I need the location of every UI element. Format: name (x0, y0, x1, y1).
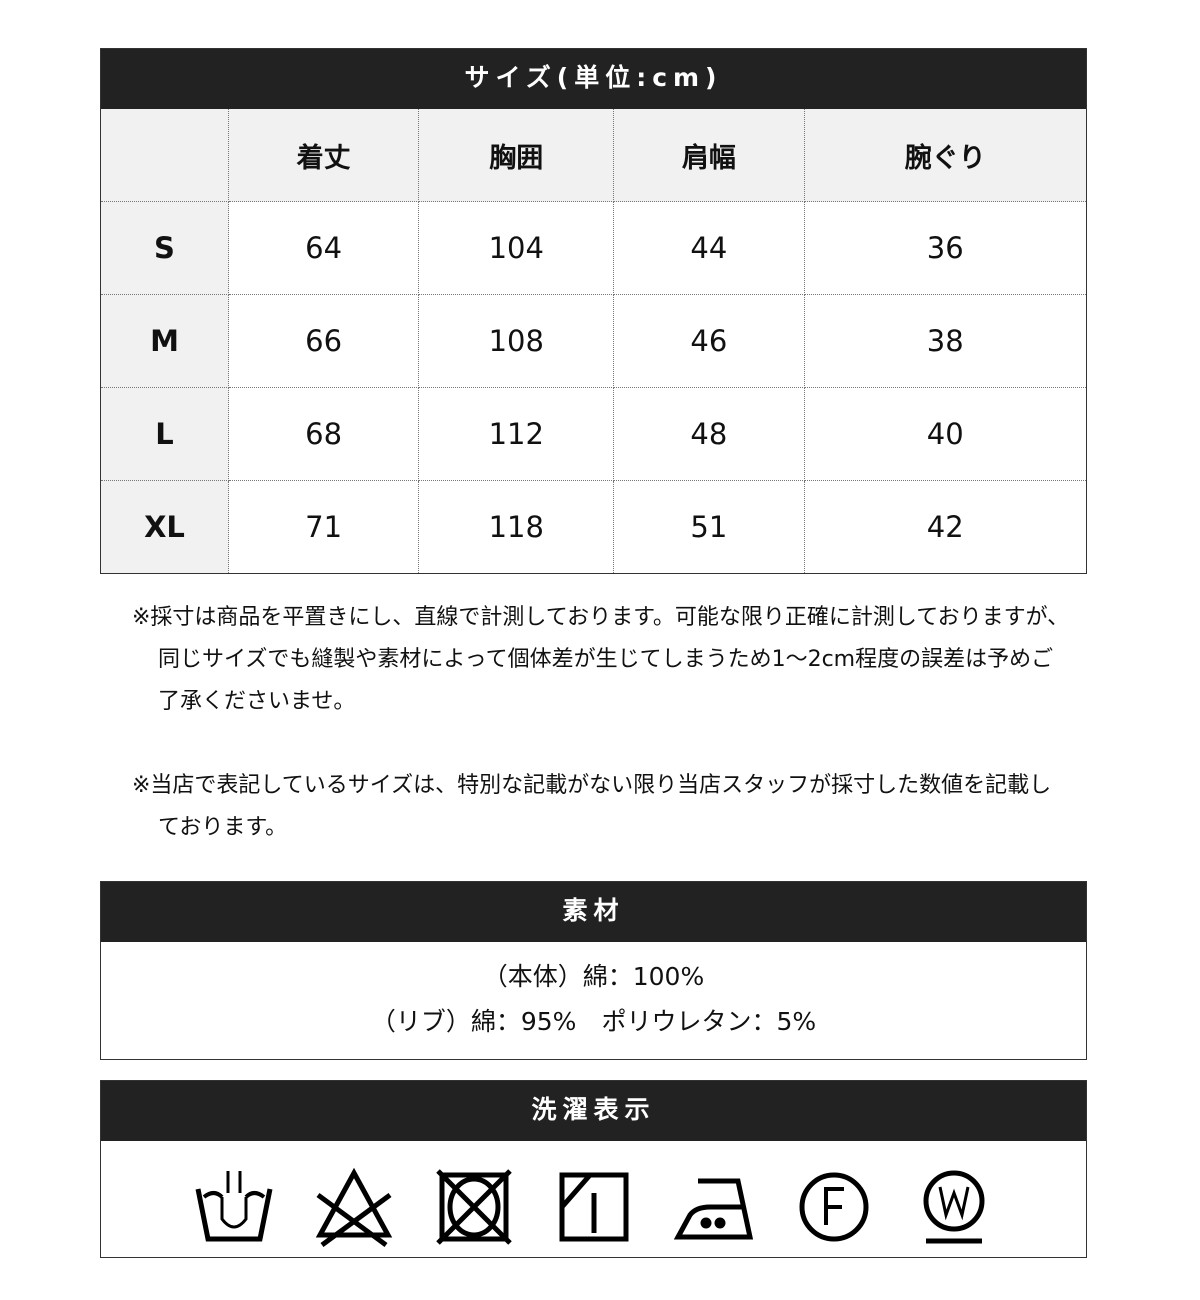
care-title: 洗濯表示 (101, 1081, 1086, 1141)
cell: 71 (227, 480, 420, 573)
table-row: M 66 108 46 38 (101, 294, 1086, 388)
note: ※当店で表記しているサイズは、特別な記載がない限り当店スタッフが採寸した数値を記… (132, 773, 1052, 840)
iron-medium-icon (673, 1178, 753, 1240)
column-header: 腕ぐり (803, 109, 1086, 202)
material-line: （リブ）綿：95% ポリウレタン：5% (370, 1007, 817, 1036)
size-table: サイズ(単位:cm) 着丈 胸囲 肩幅 腕ぐり S 64 104 44 36 M… (100, 48, 1087, 574)
notes: ※採寸は商品を平置きにし、直線で計測しております。可能な限り正確に計測しておりま… (132, 597, 1072, 891)
cell: 68 (227, 387, 420, 481)
size-table-title: サイズ(単位:cm) (101, 49, 1086, 109)
column-header: 肩幅 (613, 109, 805, 202)
care-icons (101, 1141, 1086, 1257)
size-label: L (101, 387, 229, 481)
cell: 46 (613, 294, 805, 388)
header-row: 着丈 胸囲 肩幅 腕ぐり (101, 109, 1086, 202)
cell: 51 (613, 480, 805, 573)
column-header: 胸囲 (418, 109, 615, 202)
size-label: M (101, 294, 229, 388)
dry-clean-f-icon (799, 1172, 868, 1242)
table-row: XL 71 118 51 42 (101, 480, 1086, 573)
no-bleach-icon (315, 1167, 392, 1247)
corner-cell (101, 109, 229, 202)
drip-dry-shade-icon (559, 1172, 628, 1242)
wet-clean-w-icon (923, 1170, 984, 1244)
cell: 36 (803, 201, 1086, 295)
material-box: 素材 （本体）綿：100% （リブ）綿：95% ポリウレタン：5% (100, 881, 1087, 1060)
cell: 44 (613, 201, 805, 295)
cell: 64 (227, 201, 420, 295)
cell: 118 (418, 480, 615, 573)
column-header: 着丈 (227, 109, 420, 202)
size-label: XL (101, 480, 229, 573)
cell: 112 (418, 387, 615, 481)
cell: 40 (803, 387, 1086, 481)
no-tumble-dry-icon (435, 1169, 512, 1245)
cell: 108 (418, 294, 615, 388)
cell: 48 (613, 387, 805, 481)
size-label: S (101, 201, 229, 295)
cell: 38 (803, 294, 1086, 388)
cell: 104 (418, 201, 615, 295)
material-title: 素材 (101, 882, 1086, 942)
table-row: L 68 112 48 40 (101, 387, 1086, 481)
care-box: 洗濯表示 (100, 1080, 1087, 1258)
hand-wash-icon (195, 1171, 272, 1242)
cell: 42 (803, 480, 1086, 573)
size-grid: 着丈 胸囲 肩幅 腕ぐり S 64 104 44 36 M 66 108 46 … (101, 109, 1086, 573)
cell: 66 (227, 294, 420, 388)
note: ※採寸は商品を平置きにし、直線で計測しております。可能な限り正確に計測しておりま… (132, 605, 1070, 714)
material-line: （本体）綿：100% (482, 962, 705, 991)
table-row: S 64 104 44 36 (101, 201, 1086, 295)
